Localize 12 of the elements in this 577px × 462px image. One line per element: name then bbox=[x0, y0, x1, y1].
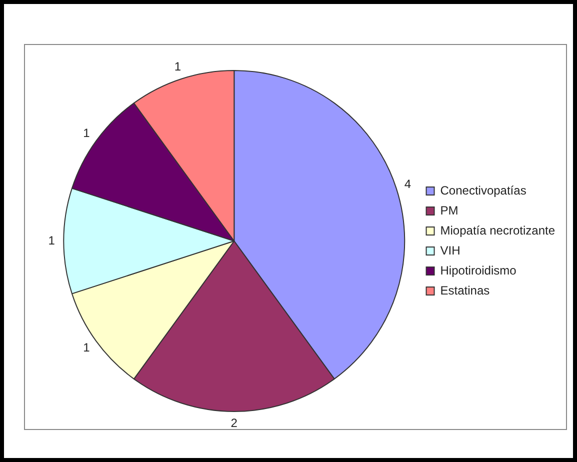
data-label: 1 bbox=[174, 60, 182, 74]
legend-label: Hipotiroidismo bbox=[440, 263, 517, 278]
data-label: 2 bbox=[230, 416, 238, 430]
legend-label: Estatinas bbox=[440, 283, 490, 298]
legend-label: Miopatía necrotizante bbox=[440, 223, 556, 238]
legend-label: Conectivopatías bbox=[440, 183, 526, 198]
legend-label: VIH bbox=[440, 243, 460, 258]
legend-label: PM bbox=[440, 203, 458, 218]
data-label: 1 bbox=[83, 126, 90, 140]
data-label: 4 bbox=[404, 176, 412, 191]
data-label: 1 bbox=[83, 340, 90, 355]
data-label: 1 bbox=[48, 233, 56, 248]
